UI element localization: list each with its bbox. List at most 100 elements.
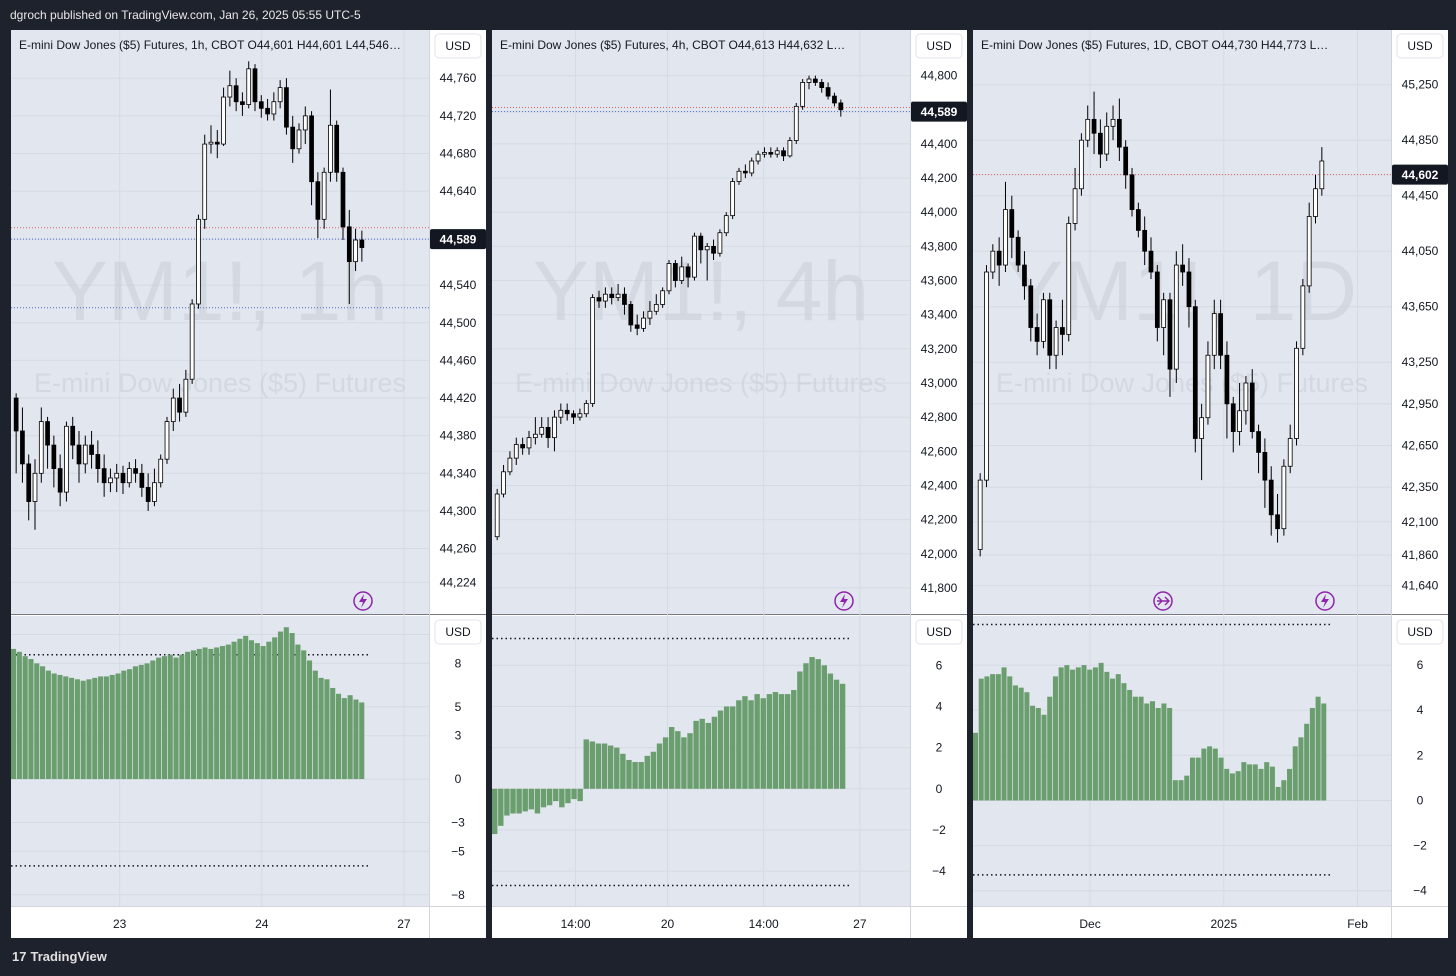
histogram-bar (620, 753, 626, 789)
candle (781, 150, 786, 157)
candle (1306, 216, 1312, 287)
histogram-bar (498, 788, 504, 826)
candle (571, 413, 576, 418)
candle (120, 472, 126, 484)
candle (711, 245, 716, 254)
histogram-bar (662, 737, 669, 789)
lightning-icon (840, 594, 848, 608)
histogram-bar (778, 694, 785, 789)
histogram-bar (589, 741, 596, 789)
histogram-bar (1138, 696, 1144, 801)
candle (990, 250, 996, 273)
histogram-bar (167, 654, 173, 780)
candle (1047, 299, 1053, 356)
histogram-bar (1321, 703, 1327, 801)
histogram-bar (1269, 766, 1275, 801)
histogram-bar (266, 641, 272, 780)
candle (1072, 188, 1078, 224)
price-tick-label: 44,760 (440, 71, 477, 85)
time-axis-label: 24 (255, 917, 269, 931)
candle (1085, 118, 1091, 141)
histogram-bar (243, 635, 249, 780)
indicator-tick-label: 4 (1417, 703, 1424, 717)
candle (51, 444, 57, 470)
histogram-bar (760, 698, 766, 789)
candle (723, 215, 729, 234)
candle (38, 421, 44, 474)
histogram-bar (1309, 707, 1315, 801)
histogram-bar (791, 689, 797, 789)
time-axis-label: 23 (113, 917, 127, 931)
candle (1135, 209, 1141, 231)
candle (768, 152, 774, 155)
histogram-bar (748, 700, 754, 789)
time-axis-label: 27 (853, 917, 867, 931)
last-price-label: 44,589 (921, 105, 958, 119)
histogram-bar (248, 640, 255, 780)
currency-label: USD (926, 625, 952, 639)
histogram-bar (185, 651, 191, 780)
chart-panel-1h[interactable]: YM1!, 1h E-mini Dow Jones ($5) Futures 44,… (11, 30, 486, 938)
histogram-bar (306, 660, 313, 780)
candle (1117, 118, 1122, 148)
histogram-bar (45, 670, 51, 780)
histogram-bar (1258, 768, 1264, 801)
histogram-bar (1081, 665, 1087, 801)
chart-panel-4h[interactable]: YM1!, 4h E-mini Dow Jones ($5) Futures 41,… (492, 30, 967, 938)
histogram-bar (173, 657, 179, 780)
chart-panel-1d[interactable]: YM1!, 1D E-mini Dow Jones ($5) Futures 41,… (973, 30, 1448, 938)
histogram-bar (283, 627, 289, 780)
histogram-bar (583, 739, 589, 789)
candle (26, 463, 32, 502)
candle (126, 468, 132, 484)
histogram-bar (595, 743, 602, 789)
price-tick-label: 44,500 (440, 316, 477, 330)
price-tick-label: 44,420 (440, 391, 477, 405)
candle (838, 102, 844, 111)
candle (277, 87, 283, 103)
candle (564, 409, 570, 415)
candle (1249, 382, 1255, 432)
chart-title: E-mini Dow Jones ($5) Futures, 4h, CBOT … (500, 38, 845, 52)
histogram-bar (675, 731, 681, 789)
histogram-bar (717, 710, 724, 789)
candle (1167, 299, 1173, 370)
candle (334, 124, 340, 173)
histogram-bar (330, 687, 336, 780)
histogram-bar (1241, 762, 1247, 801)
histogram-bar (1035, 707, 1041, 801)
price-tick-label: 44,720 (440, 109, 477, 123)
price-tick-label: 42,800 (921, 410, 958, 424)
histogram-bar (74, 679, 80, 780)
histogram-bar (69, 677, 75, 780)
tradingview-logo[interactable]: 17 TradingView (12, 949, 107, 964)
chart-1d[interactable]: YM1!, 1D E-mini Dow Jones ($5) Futures 41,… (973, 30, 1448, 938)
histogram-bar (1041, 714, 1047, 801)
price-tick-label: 44,000 (921, 205, 958, 219)
chart-4h[interactable]: YM1!, 4hE-mini Dow Jones ($5) Futures41,… (492, 30, 967, 938)
candle (1294, 347, 1299, 439)
candle (70, 425, 76, 446)
candle (494, 493, 500, 538)
histogram-bar (1172, 780, 1178, 801)
histogram-bar (237, 638, 243, 780)
candle (762, 152, 767, 155)
candle (258, 101, 264, 109)
candle (755, 153, 761, 162)
histogram-bar (821, 665, 827, 789)
indicator-tick-label: −3 (451, 815, 465, 829)
histogram-bar (277, 631, 284, 780)
candle (526, 437, 532, 449)
candle (309, 115, 314, 183)
candle (1053, 327, 1059, 356)
histogram-bar (797, 671, 803, 789)
histogram-bar (1018, 687, 1024, 801)
candle (666, 263, 672, 292)
candle (787, 140, 793, 157)
histogram-bar (1115, 674, 1121, 801)
histogram-bar (711, 716, 718, 789)
chart-1h[interactable]: YM1!, 1h E-mini Dow Jones ($5) Futures 44,… (11, 30, 486, 938)
histogram-bar (990, 674, 996, 801)
histogram-bar (1304, 723, 1310, 801)
histogram-bar (1264, 762, 1270, 801)
